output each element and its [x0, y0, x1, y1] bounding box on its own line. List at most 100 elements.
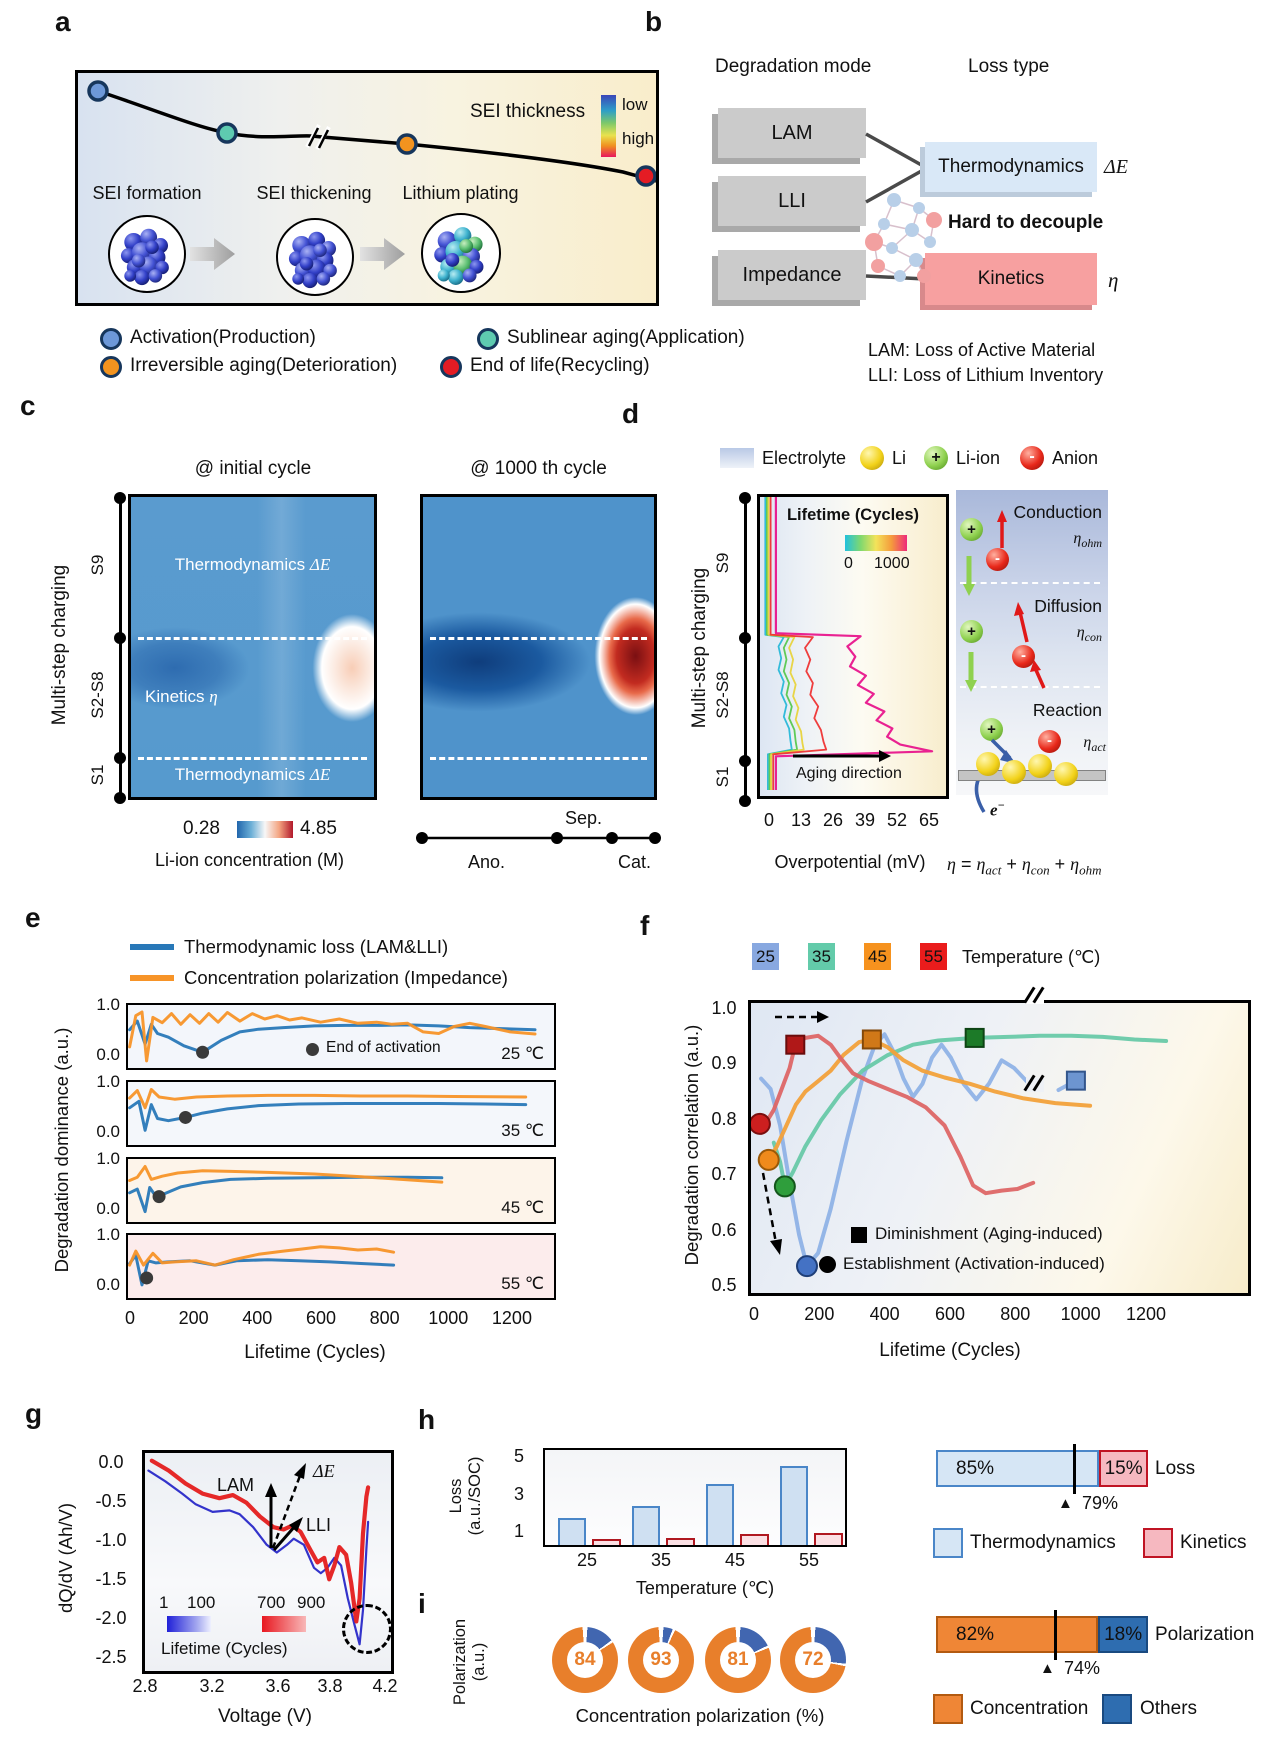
legend-line-icon: [130, 944, 174, 950]
marker-line: [1054, 1610, 1057, 1660]
dominance-xticks: 0 200 400 600 800 1000 1200: [108, 1308, 534, 1329]
circle-icon: [477, 328, 499, 350]
tick-label: 200: [178, 1308, 209, 1328]
tick-label: 1200: [491, 1308, 532, 1328]
overpotential-xticks: 0 13 26 39 52 65: [753, 810, 945, 831]
spine-dot: [739, 795, 751, 807]
li-sphere-icon: [1028, 754, 1052, 778]
diffusion-label: Diffusion: [1034, 596, 1102, 616]
concentration-legend-swatch: [933, 1694, 963, 1724]
cat-label: Cat.: [618, 852, 652, 872]
region-thermo-top: Thermodynamics ΔE: [174, 555, 331, 574]
tick-label: -0.5: [95, 1491, 127, 1511]
dominance-ylabel: Degradation dominance (a.u.): [51, 1027, 72, 1273]
legend-label: Sublinear aging(Application): [507, 327, 745, 348]
circle-icon: [100, 328, 122, 350]
tick-label: 5: [513, 1446, 524, 1466]
blue-gradient-bar: [167, 1616, 211, 1632]
tick-label: 55: [798, 1550, 820, 1570]
lli-annotation: LLI: [306, 1515, 332, 1535]
thermo-legend-swatch: [933, 1528, 963, 1558]
mode-box-lli: LLI: [718, 176, 866, 226]
conduction-label: Conduction: [1013, 502, 1102, 522]
delta-e-symbol: ΔE: [1104, 156, 1128, 178]
step-s1: S1: [88, 764, 107, 786]
plating-dashed-circle: [342, 1604, 392, 1654]
legend-li: Li: [892, 448, 907, 468]
tick-label: -1.5: [95, 1569, 127, 1589]
tick-label: 3.8: [317, 1676, 343, 1696]
step-spine: [119, 497, 122, 797]
tick-label: 400: [242, 1308, 273, 1328]
ano-label: Ano.: [468, 852, 506, 872]
tick-label: 26: [822, 810, 844, 830]
anion-sphere-icon: -: [1038, 730, 1061, 753]
loss-xticks: 25 35 45 55: [543, 1550, 843, 1574]
mode-label: Impedance: [742, 263, 842, 286]
kinetics-box: Kinetics: [925, 253, 1097, 305]
step-s1: S1: [713, 766, 732, 788]
ytick: 0.0: [96, 1122, 120, 1141]
mode-label: LAM: [771, 121, 813, 144]
panel-c-label: c: [20, 390, 36, 421]
aging-curve-box: SEI thickness low high SEI formation SEI…: [75, 70, 659, 306]
panel-h-label: h: [418, 1404, 436, 1435]
temp-label: 35 ℃: [501, 1121, 544, 1140]
step-s2s8: S2-S8: [88, 671, 107, 719]
thermo-segment: 85%: [936, 1450, 1100, 1487]
li-sphere-icon: [860, 446, 884, 470]
ytick: 1.0: [96, 1225, 120, 1244]
legend-cycle-100: 100: [187, 1593, 216, 1612]
panel-f: f 25 35 45 55 Temperature (℃) Degradatio…: [580, 880, 1269, 1380]
eta-symbol: η: [1108, 268, 1119, 292]
kinetics-segment: 15%: [1099, 1450, 1148, 1487]
circle-legend-icon: [819, 1256, 836, 1273]
dqdv-xticks: 2.8 3.2 3.6 3.8 4.2: [132, 1676, 397, 1700]
loss-ylabel: Loss (a.u./SOC): [447, 1456, 484, 1536]
concentration-segment: 82%: [936, 1616, 1099, 1653]
correlation-yticks: 1.0 0.9 0.8 0.7 0.6 0.5: [706, 998, 742, 1296]
aging-arrow-icon: [793, 750, 891, 762]
electrolyte-swatch: [720, 448, 754, 468]
lifetime-cb-max: 1000: [874, 555, 910, 572]
donut-45: 81: [705, 1627, 771, 1693]
stage-label: Lithium plating: [402, 183, 519, 203]
tick-label: 0: [124, 1308, 135, 1328]
anion-sphere-icon: -: [1012, 645, 1035, 668]
lli-footnote: LLI: Loss of Lithium Inventory: [868, 365, 1104, 385]
legend-conc-polar: Concentration polarization (Impedance): [184, 967, 508, 988]
tick-label: -2.0: [95, 1608, 127, 1628]
tick-label: 0.8: [711, 1108, 737, 1129]
sublinear-dot: [216, 122, 238, 144]
heatmap-initial: Thermodynamics ΔE Kinetics η Thermodynam…: [128, 494, 377, 800]
legend-label: Irreversible aging(Deterioration): [130, 355, 398, 376]
arrow-icon: [190, 238, 235, 270]
lifetime-cb-min: 0: [844, 555, 853, 572]
temp-swatch-35: 35: [808, 943, 835, 970]
sei-cb-high: high: [622, 129, 655, 148]
spine-dot: [739, 492, 751, 504]
sei-formation-image: [108, 215, 186, 293]
polarization-ylabel: Polarization (a.u.): [451, 1618, 488, 1706]
title-1000th-cycle: @ 1000 th cycle: [470, 458, 607, 479]
hard-to-decouple: Hard to decouple: [948, 212, 1104, 233]
spine-dot: [114, 752, 126, 764]
dqdv-ylabel: dQ/dV (Ah/V): [55, 1502, 76, 1614]
tick-label: 800: [1000, 1304, 1031, 1324]
tick-label: 0.9: [711, 1053, 737, 1074]
red-gradient-bar: [262, 1616, 306, 1632]
eta-act: ηact: [1083, 734, 1106, 755]
tick-label: 0.6: [711, 1219, 737, 1240]
eta-formula: η = ηact + ηcon + ηohm: [947, 854, 1102, 878]
mode-label: LLI: [778, 189, 806, 212]
lifetime-legend-title: Lifetime (Cycles): [161, 1639, 288, 1658]
panel-d: d Electrolyte Li + Li-ion - Anion Multi-…: [610, 380, 1269, 890]
multistep-charging-label: Multi-step charging: [49, 564, 70, 726]
eol-dot: [635, 165, 656, 187]
spine-dot: [114, 792, 126, 804]
panel-f-label: f: [640, 910, 650, 941]
tick-label: 1000: [428, 1308, 469, 1328]
tick-label: 39: [854, 810, 876, 830]
tick-label: 0.0: [98, 1452, 124, 1472]
sei-cb-low: low: [622, 95, 648, 114]
